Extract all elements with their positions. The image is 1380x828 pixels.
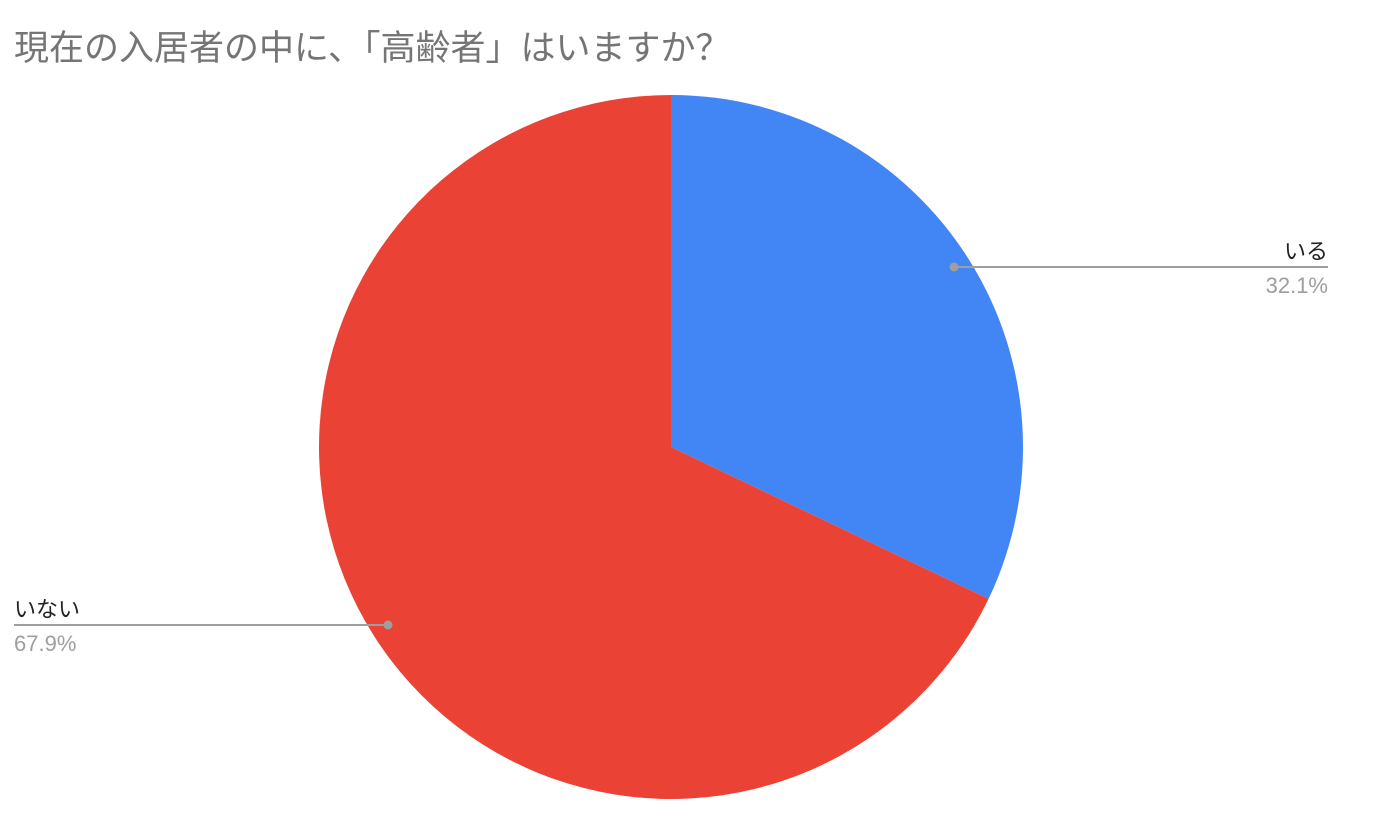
leader-dot <box>949 262 959 272</box>
pie-slice-1 <box>671 95 1024 599</box>
chart-title: 現在の入居者の中に、「高齢者」はいますか？ <box>14 29 731 69</box>
slice-label: いる <box>1284 239 1328 264</box>
slice-value-label: 67.9% <box>14 631 76 656</box>
leader-dot <box>383 620 393 630</box>
slice-label: いない <box>14 597 80 622</box>
pie-slice-2 <box>319 95 989 799</box>
slice-value-label: 32.1% <box>1266 273 1328 298</box>
